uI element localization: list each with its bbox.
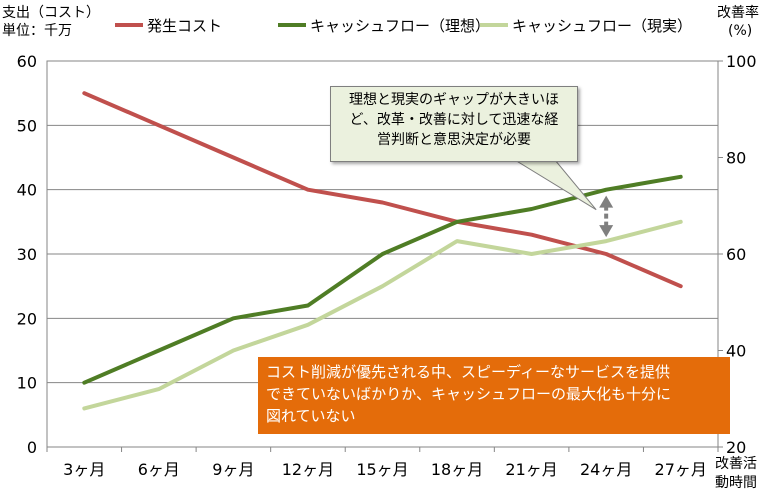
x-tick-label: 15ヶ月	[356, 460, 408, 479]
x-tick-label: 24ヶ月	[580, 460, 632, 479]
y-tick-left: 60	[17, 52, 37, 71]
x-tick-label: 27ヶ月	[655, 460, 707, 479]
y-tick-left: 50	[17, 116, 37, 135]
y-tick-left: 30	[17, 245, 37, 264]
note-line: 図れていない	[266, 407, 356, 425]
y-tick-left: 40	[17, 181, 37, 200]
y-tick-right: 60	[726, 245, 746, 264]
gap-arrow-head-down	[599, 225, 614, 238]
x-tick-label: 18ヶ月	[431, 460, 483, 479]
gap-arrow-head-up	[599, 195, 614, 208]
y-axis-title-left-unit: 単位：千万	[2, 23, 72, 39]
gap-callout: 理想と現実のギャップが大きいほ ど、改革・改善に対して迅速な経 営判断と意思決定…	[330, 86, 578, 162]
x-tick-label: 3ヶ月	[63, 460, 105, 479]
x-tick-label: 12ヶ月	[282, 460, 334, 479]
callout-line: ど、改革・改善に対して迅速な経	[349, 112, 559, 128]
series-line-2	[82, 174, 683, 385]
axes: 0 10 20 30 40 50 60 20 40 60 80 100 3ヶ月 6ヶ月 9ヶ月 12ヶ月 15ヶ…	[2, 4, 759, 491]
y-axis-title-left: 支出（コスト）	[2, 5, 100, 21]
y-tick-left: 20	[17, 309, 37, 328]
legend: 発生コスト キャッシュフロー（理想） キャッシュフロー（現実）	[115, 17, 692, 35]
y-tick-right: 100	[726, 52, 757, 71]
gap-arrow	[599, 195, 614, 238]
note-box: コスト削減が優先される中、スピーディーなサービスを提供 できていないばかりか、キ…	[258, 357, 730, 434]
callout-line: 理想と現実のギャップが大きいほ	[349, 92, 559, 108]
x-axis-title-line2: 動時間	[715, 475, 757, 491]
x-axis-title: 改善活	[715, 456, 757, 472]
x-tick-label: 21ヶ月	[505, 460, 557, 479]
y-tick-right: 20	[726, 438, 746, 457]
legend-label: キャッシュフロー（現実）	[512, 17, 692, 35]
note-line: コスト削減が優先される中、スピーディーなサービスを提供	[266, 363, 670, 381]
x-tick-label: 6ヶ月	[138, 460, 180, 479]
legend-label: キャッシュフロー（理想）	[310, 17, 490, 35]
y-tick-right: 40	[726, 342, 746, 361]
y-tick-left: 10	[17, 374, 37, 393]
series-line-1	[82, 91, 683, 289]
y-tick-right: 80	[726, 149, 746, 168]
y-tick-left: 0	[27, 438, 37, 457]
note-line: できていないばかりか、キャッシュフローの最大化も十分に	[266, 385, 672, 403]
series-line-3	[82, 219, 683, 411]
y-axis-title-right-unit: (%)	[728, 23, 752, 39]
callout-line: 営判断と意思決定が必要	[377, 132, 531, 148]
x-tick-label: 9ヶ月	[212, 460, 254, 479]
y-axis-title-right: 改善率	[717, 4, 759, 21]
legend-label: 発生コスト	[147, 17, 222, 35]
